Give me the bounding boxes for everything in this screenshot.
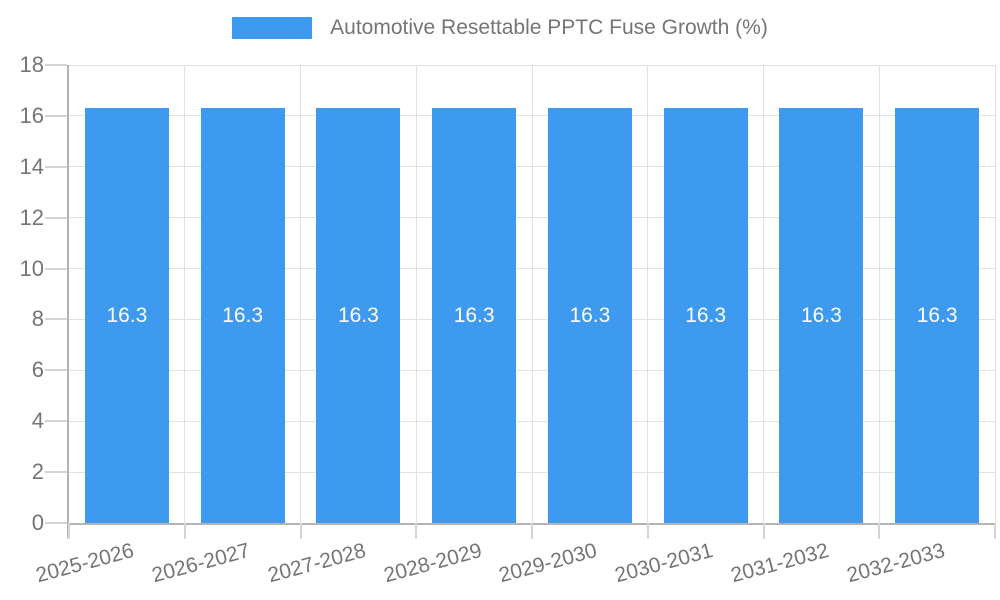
y-axis-tick bbox=[45, 64, 67, 66]
gridline-vertical bbox=[415, 65, 417, 523]
y-tick-label: 18 bbox=[19, 52, 44, 77]
y-axis-tick bbox=[45, 216, 67, 219]
bar-value-label: 16.3 bbox=[337, 303, 379, 327]
bar-value-label: 16.3 bbox=[453, 303, 495, 327]
y-tick-label: 8 bbox=[31, 306, 44, 332]
x-category-label: 2025-2026 bbox=[33, 539, 137, 588]
bar: 16.3 bbox=[200, 108, 285, 523]
x-axis-tick bbox=[183, 523, 186, 539]
bar: 16.3 bbox=[895, 108, 980, 523]
bar: 16.3 bbox=[663, 108, 748, 523]
bar-value-label: 16.3 bbox=[916, 303, 958, 327]
y-axis-tick bbox=[45, 420, 67, 423]
y-axis-tick bbox=[45, 471, 67, 474]
x-category-label: 2030-2031 bbox=[612, 539, 716, 588]
x-axis-tick bbox=[415, 523, 418, 539]
y-tick-label: 14 bbox=[19, 153, 44, 179]
y-tick-label: 10 bbox=[19, 255, 44, 281]
y-axis-tick bbox=[45, 369, 67, 372]
x-category-label: 2027-2028 bbox=[265, 539, 369, 588]
y-tick-label: 12 bbox=[19, 204, 44, 230]
gridline-vertical bbox=[300, 65, 301, 523]
y-tick-label: 6 bbox=[31, 357, 44, 383]
gridline-vertical bbox=[763, 65, 764, 523]
bar: 16.3 bbox=[547, 108, 632, 523]
x-axis-tick bbox=[994, 523, 996, 539]
bar-value-label: 16.3 bbox=[222, 303, 264, 327]
y-axis-tick bbox=[45, 522, 67, 524]
bar-value-label: 16.3 bbox=[569, 303, 611, 327]
bar: 16.3 bbox=[779, 108, 864, 523]
x-category-label: 2026-2027 bbox=[149, 539, 253, 588]
gridline-vertical bbox=[994, 65, 996, 523]
bar: 16.3 bbox=[432, 108, 517, 523]
x-axis-tick bbox=[68, 523, 70, 539]
y-axis-tick bbox=[45, 318, 67, 321]
y-tick-label: 2 bbox=[31, 459, 44, 485]
x-axis-tick bbox=[531, 523, 533, 539]
y-tick-label: 16 bbox=[19, 102, 44, 128]
x-axis-tick bbox=[762, 523, 765, 539]
bar: 16.3 bbox=[84, 108, 169, 523]
bar-value-label: 16.3 bbox=[106, 303, 148, 327]
x-category-label: 2028-2029 bbox=[381, 539, 485, 588]
y-tick-label: 0 bbox=[31, 510, 44, 535]
gridline-vertical bbox=[184, 65, 186, 523]
x-category-label: 2032-2033 bbox=[844, 539, 948, 588]
y-axis-line bbox=[67, 65, 69, 538]
y-tick-label: 4 bbox=[31, 408, 44, 434]
y-axis-tick bbox=[45, 267, 67, 270]
plot-area: 0 2 4 6 8 10 12 14 16 18 16.3 2025-2026 16.3 2026-202… bbox=[20, 54, 996, 587]
x-axis-tick bbox=[299, 523, 302, 539]
y-axis-tick bbox=[45, 165, 67, 168]
gridline-vertical bbox=[531, 65, 533, 523]
y-axis-tick bbox=[45, 114, 67, 117]
x-axis-tick bbox=[646, 523, 649, 539]
gridline-vertical bbox=[647, 65, 649, 523]
gridline-vertical bbox=[878, 65, 880, 523]
legend: Automotive Resettable PPTC Fuse Growth (… bbox=[0, 14, 1000, 42]
legend-swatch bbox=[232, 17, 313, 39]
bar: 16.3 bbox=[316, 108, 401, 523]
bar-value-label: 16.3 bbox=[685, 303, 727, 327]
legend-item: Automotive Resettable PPTC Fuse Growth (… bbox=[232, 14, 768, 42]
x-axis-tick bbox=[878, 523, 881, 539]
x-category-label: 2029-2030 bbox=[496, 539, 600, 588]
x-category-label: 2031-2032 bbox=[728, 539, 832, 588]
bar-value-label: 16.3 bbox=[800, 303, 842, 327]
legend-label: Automotive Resettable PPTC Fuse Growth (… bbox=[330, 16, 768, 39]
